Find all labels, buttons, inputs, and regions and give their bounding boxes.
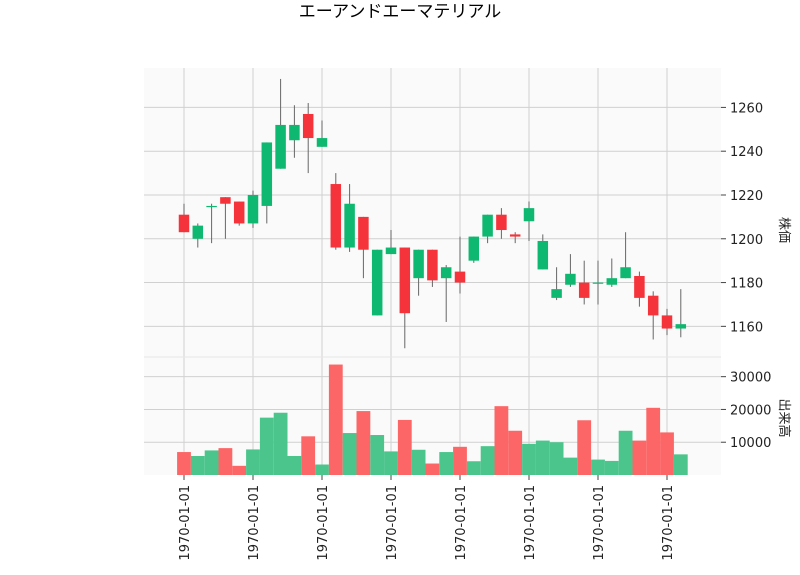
volume-bar [618, 430, 633, 475]
candle-body [482, 214, 493, 237]
volume-axis-label: 出来高 [776, 398, 792, 437]
price-tick-label: 1220 [730, 189, 763, 204]
price-tick-label: 1180 [730, 277, 763, 292]
x-tick-label: 1970-01-01 [316, 485, 331, 561]
candle-body [427, 249, 438, 281]
volume-tick-label: 20000 [730, 403, 771, 418]
volume-bar [177, 452, 191, 475]
candle-body [454, 271, 466, 283]
volume-bar [466, 461, 481, 475]
volume-bar [287, 455, 302, 475]
volume-bar [494, 406, 509, 475]
volume-bar [632, 440, 647, 475]
candle-body [661, 315, 673, 329]
volume-bar [453, 446, 467, 475]
volume-bar [356, 411, 371, 475]
candle-body [247, 194, 259, 224]
candle-body [316, 138, 328, 147]
price-tick-label: 1200 [730, 233, 763, 248]
price-plot-area [144, 68, 721, 357]
volume-bar [646, 407, 661, 475]
candle-body [592, 282, 604, 284]
candle-body [344, 203, 355, 248]
volume-bar [397, 419, 412, 475]
candle-body [440, 267, 452, 279]
candle-body [523, 208, 535, 222]
volume-tick-label: 10000 [730, 436, 771, 451]
chart-title: エーアンドエーマテリアル [299, 2, 501, 22]
candle-body [468, 236, 480, 261]
candle-body [675, 324, 687, 329]
volume-bar [660, 432, 674, 475]
candle-body [233, 201, 245, 224]
volume-bar [204, 450, 219, 475]
candle-body [206, 205, 217, 208]
candle-body [496, 214, 507, 231]
volume-bar [328, 364, 343, 475]
volume-bar [190, 455, 205, 475]
volume-panel: 10000 20000 30000 [144, 356, 771, 475]
volume-bar [577, 420, 592, 475]
price-tick-label: 1160 [730, 320, 763, 335]
candle-body [551, 289, 562, 298]
volume-bar [508, 430, 523, 475]
x-tick-label: 1970-01-01 [523, 485, 538, 561]
x-tick-label: 1970-01-01 [592, 485, 607, 561]
candle-body [358, 216, 369, 250]
volume-bar [439, 452, 454, 475]
volume-bar [232, 465, 247, 475]
volume-bar [522, 443, 536, 475]
candle-body [178, 214, 190, 233]
candle-body [509, 234, 521, 237]
candle-body [261, 142, 273, 206]
candle-body [634, 275, 645, 298]
candle-body [537, 240, 549, 270]
x-tick-label: 1970-01-01 [178, 485, 193, 561]
candle-body [647, 295, 659, 316]
candle-body [220, 197, 231, 204]
x-axis: 1970-01-01 1970-01-01 1970-01-01 1970-01-01… [178, 475, 676, 561]
price-axis-label: 株価 [776, 217, 791, 243]
volume-bar [273, 412, 288, 475]
volume-bar [259, 417, 274, 475]
volume-bar [673, 454, 688, 475]
price-panel: 1160 1180 1200 1220 1240 1260 [144, 68, 763, 357]
volume-bar [563, 457, 578, 475]
candle-body [565, 273, 576, 285]
candle-body [385, 247, 397, 255]
volume-bar [370, 435, 385, 475]
volume-bar [591, 459, 605, 475]
candle-body [330, 184, 342, 248]
price-tick-label: 1260 [730, 101, 763, 116]
candle-body [275, 124, 286, 169]
volume-bar [315, 464, 329, 475]
volume-bar [301, 436, 316, 475]
volume-bar [549, 442, 564, 475]
candle-body [289, 124, 300, 141]
volume-bar [535, 440, 550, 475]
candle-body [371, 249, 383, 316]
candle-body [606, 278, 618, 285]
volume-bar [480, 446, 495, 475]
volume-bar [218, 448, 233, 475]
x-tick-label: 1970-01-01 [661, 485, 676, 561]
volume-bar [342, 433, 357, 475]
volume-tick-label: 30000 [730, 371, 771, 386]
price-tick-label: 1240 [730, 145, 763, 160]
x-tick-label: 1970-01-01 [454, 485, 469, 561]
candle-body [192, 225, 204, 239]
volume-bar [246, 449, 260, 475]
volume-bar [384, 451, 398, 475]
candle-body [302, 113, 314, 139]
candle-body [620, 267, 631, 279]
volume-bar [604, 460, 619, 475]
x-tick-label: 1970-01-01 [247, 485, 262, 561]
candle-body [399, 247, 411, 314]
candle-body [578, 282, 590, 298]
volume-bar [411, 449, 426, 475]
candle-body [413, 249, 424, 279]
x-tick-label: 1970-01-01 [385, 485, 400, 561]
volume-bar [425, 463, 440, 475]
